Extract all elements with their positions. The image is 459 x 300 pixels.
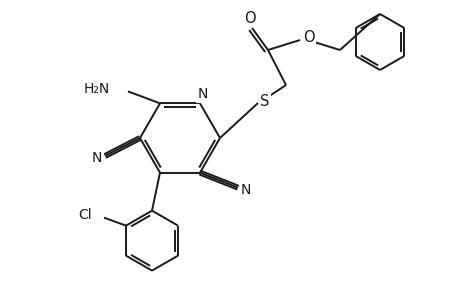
Text: S: S <box>260 94 269 109</box>
Text: O: O <box>244 11 255 26</box>
Text: N: N <box>241 183 251 196</box>
Text: N: N <box>197 87 208 101</box>
Text: N: N <box>92 151 102 165</box>
Text: H₂N: H₂N <box>84 82 110 96</box>
Text: Cl: Cl <box>78 208 92 222</box>
Text: O: O <box>302 29 314 44</box>
